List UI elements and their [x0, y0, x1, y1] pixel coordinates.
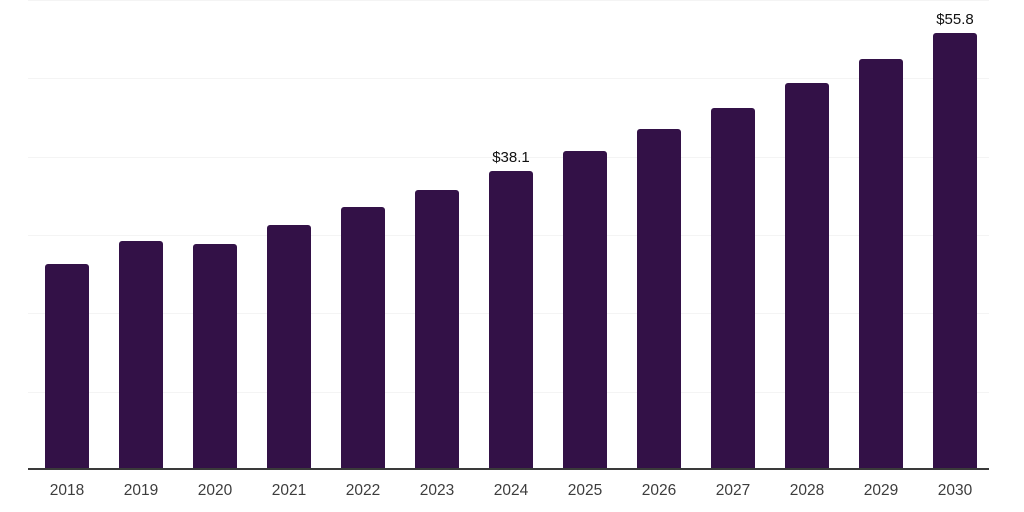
bar-slot-2029	[859, 0, 903, 468]
x-tick-2027: 2027	[715, 482, 751, 499]
bar-slot-2027	[711, 0, 755, 468]
bar-2021	[267, 224, 311, 468]
bar-2027	[711, 107, 755, 468]
x-tick-2026: 2026	[641, 482, 677, 499]
bar-2030	[933, 32, 977, 468]
x-axis-labels: 2018 2019 2020 2021 2022 2023 2024 2025 2026 2027…	[28, 482, 989, 500]
bars-row: $38.1 $55.8	[28, 0, 989, 468]
x-tick-2024: 2024	[493, 482, 529, 499]
bar-slot-2025	[563, 0, 607, 468]
plot-area: $38.1 $55.8	[28, 0, 989, 470]
data-label-2024: $38.1	[492, 148, 530, 166]
bar-slot-2024: $38.1	[489, 0, 533, 468]
bar-2022	[341, 207, 385, 468]
data-label-2030: $55.8	[936, 10, 974, 28]
bar-slot-2021	[267, 0, 311, 468]
x-tick-2023: 2023	[419, 482, 455, 499]
bar-2029	[859, 58, 903, 468]
bar-2019	[119, 241, 163, 468]
bar-slot-2019	[119, 0, 163, 468]
x-tick-2030: 2030	[937, 482, 973, 499]
bar-slot-2018	[45, 0, 89, 468]
bar-slot-2020	[193, 0, 237, 468]
x-tick-2019: 2019	[123, 482, 159, 499]
gridline-60	[28, 0, 989, 1]
x-tick-2018: 2018	[49, 482, 85, 499]
bar-slot-2023	[415, 0, 459, 468]
x-tick-2025: 2025	[567, 482, 603, 499]
x-tick-2022: 2022	[345, 482, 381, 499]
bar-slot-2030: $55.8	[933, 0, 977, 468]
bar-2018	[45, 263, 89, 468]
bar-2024	[489, 170, 533, 468]
x-tick-2021: 2021	[271, 482, 307, 499]
x-axis-line	[28, 468, 989, 470]
bar-2023	[415, 189, 459, 468]
bar-slot-2026	[637, 0, 681, 468]
x-tick-2029: 2029	[863, 482, 899, 499]
x-tick-2020: 2020	[197, 482, 233, 499]
bar-slot-2022	[341, 0, 385, 468]
gridline-40	[28, 156, 989, 158]
gridline-50	[28, 78, 989, 80]
bar-2026	[637, 129, 681, 468]
bar-2025	[563, 151, 607, 468]
bar-slot-2028	[785, 0, 829, 468]
bar-2020	[193, 244, 237, 468]
x-tick-2028: 2028	[789, 482, 825, 499]
bar-2028	[785, 83, 829, 468]
